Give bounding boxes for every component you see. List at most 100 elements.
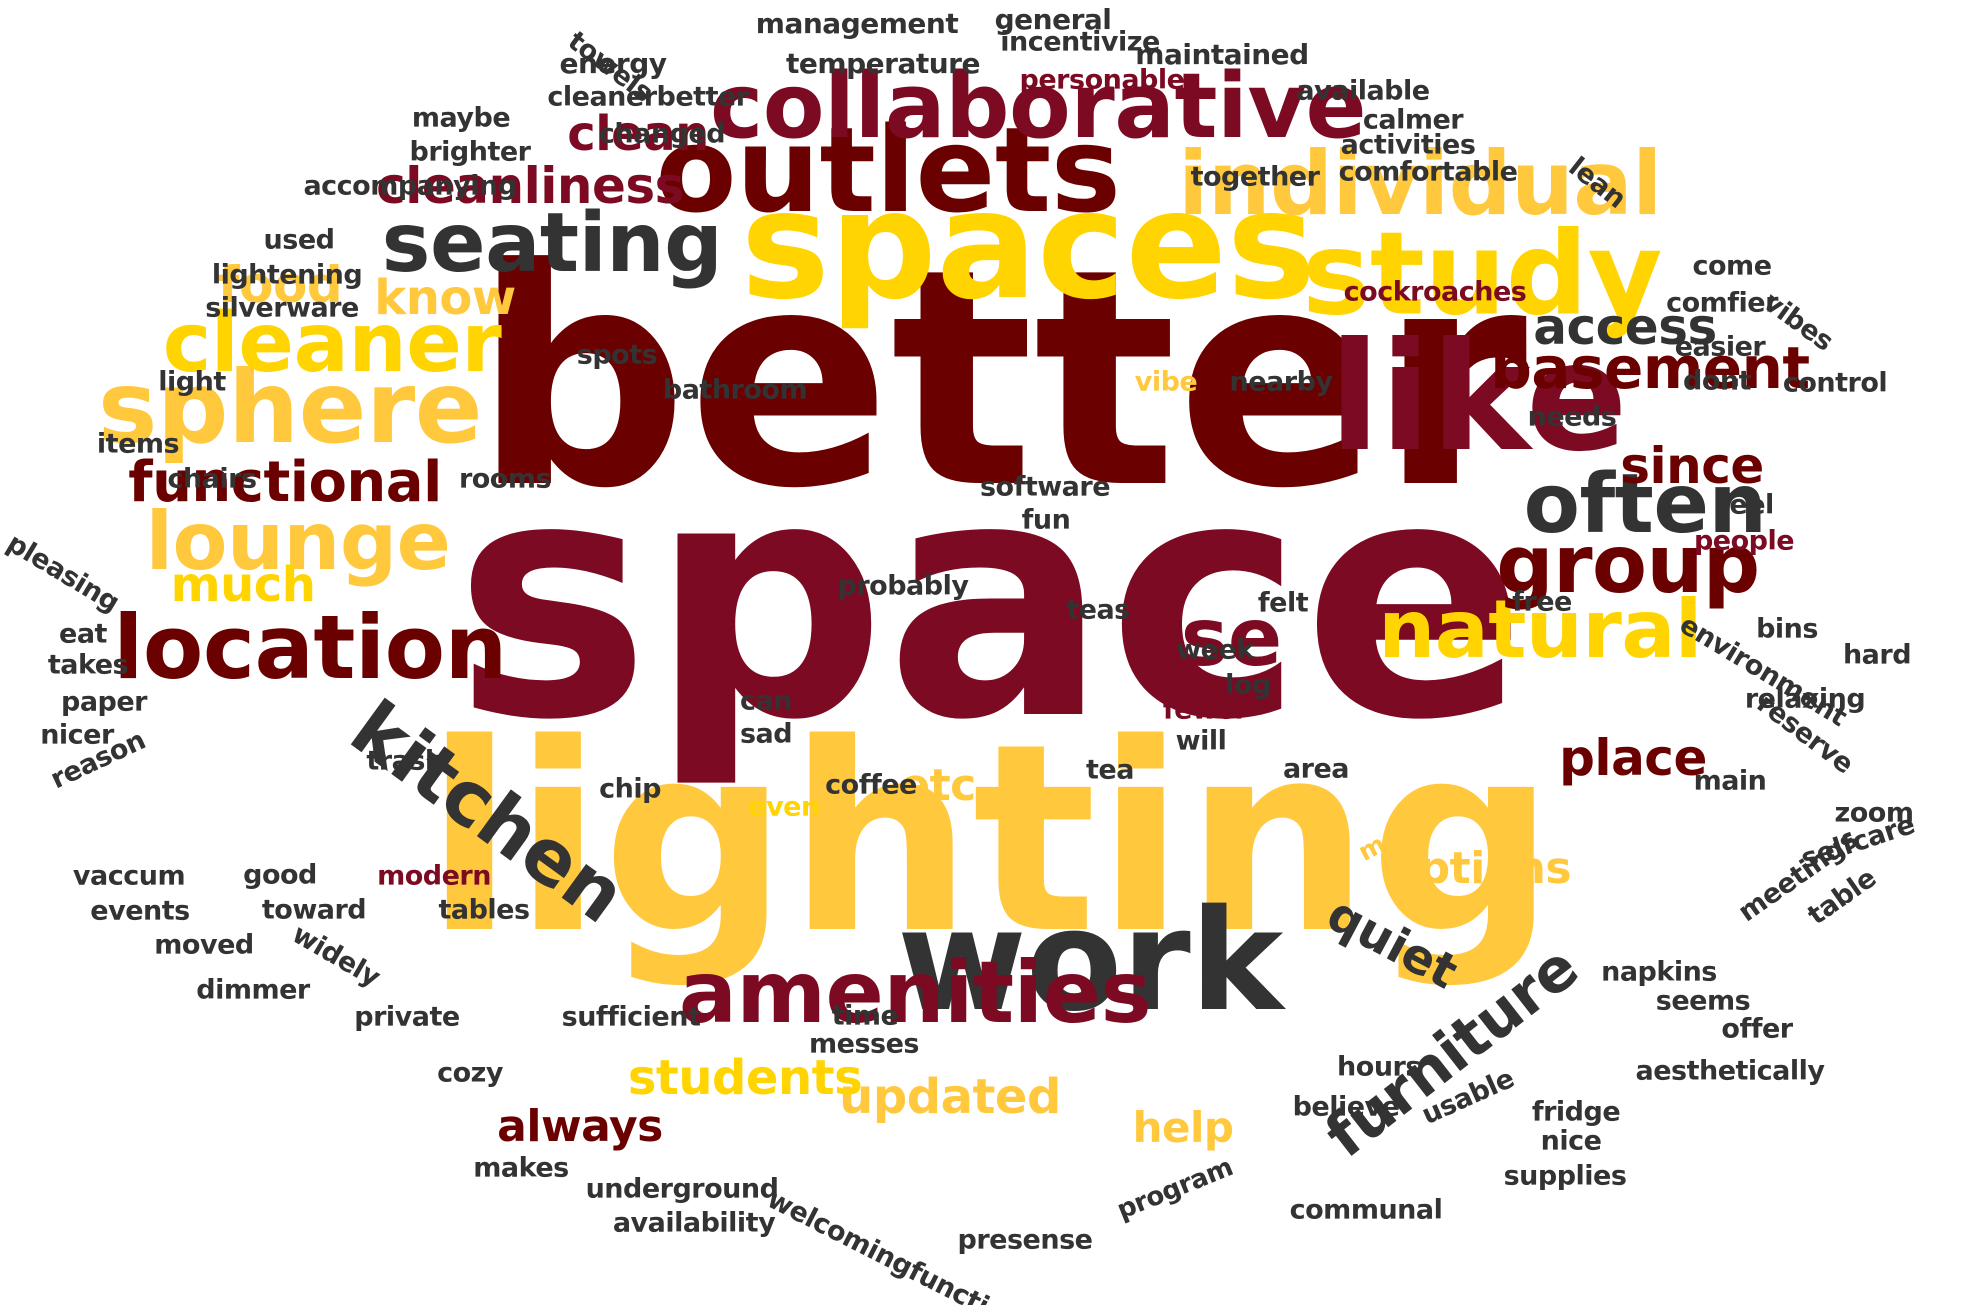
- word-paper: paper: [60, 686, 148, 718]
- word-options: options: [1388, 843, 1572, 894]
- word-control: control: [1782, 367, 1888, 399]
- word-vibe: vibe: [1134, 366, 1198, 398]
- word-trash: trash: [366, 745, 444, 777]
- word-changed: changed: [598, 118, 726, 150]
- word-maybe: maybe: [411, 102, 511, 134]
- word-cleanerbetter: cleanerbetter: [547, 81, 749, 113]
- word-nice: nice: [1540, 1125, 1602, 1157]
- word-management: management: [755, 7, 959, 40]
- word-relaxing: relaxing: [1744, 683, 1866, 715]
- word-fun: fun: [1021, 504, 1071, 536]
- word-nicer: nicer: [40, 719, 114, 751]
- word-group: group: [1496, 518, 1760, 611]
- word-zoom: zoom: [1834, 797, 1914, 829]
- word-presense: presense: [957, 1224, 1093, 1256]
- word-know: know: [374, 270, 516, 326]
- word-space: space: [453, 408, 1527, 792]
- word-nearby: nearby: [1229, 366, 1334, 398]
- word-place: place: [1559, 729, 1707, 787]
- word-easier: easier: [1674, 331, 1766, 363]
- word-availability: availability: [612, 1207, 776, 1239]
- word-modern: modern: [377, 860, 491, 892]
- word-people: people: [1693, 525, 1795, 557]
- word-lighting: lighting: [424, 689, 1556, 991]
- word-fridge: fridge: [1531, 1096, 1621, 1128]
- word-used: used: [263, 224, 335, 256]
- word-activities: activities: [1340, 129, 1476, 161]
- word-cleanliness: cleanliness: [376, 157, 684, 215]
- word-cant: cant: [1030, 782, 1090, 812]
- word-messes: messes: [809, 1028, 919, 1060]
- word-functional: functional: [128, 450, 442, 515]
- word-even: even: [748, 791, 820, 823]
- word-always: always: [497, 1101, 663, 1152]
- word-vaccum: vaccum: [72, 860, 186, 892]
- word-hours: hours: [1337, 1051, 1421, 1083]
- word-comfier: comfier: [1666, 287, 1778, 319]
- word-rooms: rooms: [458, 463, 552, 495]
- word-etc: etc: [900, 760, 976, 811]
- word-pleasing: pleasing: [1, 527, 125, 619]
- word-private: private: [354, 1001, 460, 1033]
- word-supplies: supplies: [1503, 1160, 1627, 1192]
- word-students: students: [627, 1050, 863, 1106]
- word-feel: feel: [1718, 489, 1774, 521]
- word-study: study: [1301, 207, 1663, 342]
- word-offer: offer: [1721, 1013, 1793, 1045]
- word-teas: teas: [1066, 594, 1130, 626]
- word-events: events: [90, 895, 190, 927]
- word-personable: personable: [1019, 64, 1185, 96]
- word-food: food: [217, 256, 343, 314]
- word-amenities: amenities: [678, 943, 1152, 1043]
- word-time: time: [831, 1000, 899, 1032]
- word-dimmer: dimmer: [196, 974, 310, 1006]
- word-underground: underground: [585, 1173, 779, 1205]
- word-calmer: calmer: [1362, 104, 1464, 136]
- word-hard: hard: [1842, 639, 1912, 671]
- word-spaces: spaces: [740, 159, 1316, 333]
- word-updated: updated: [839, 1069, 1061, 1125]
- word-use: use: [1124, 591, 1282, 684]
- word-bins: bins: [1756, 613, 1818, 645]
- word-will: will: [1175, 725, 1227, 757]
- word-light: light: [158, 366, 226, 398]
- word-cozy: cozy: [437, 1057, 503, 1089]
- word-energy: energy: [559, 47, 667, 80]
- word-temperature: temperature: [786, 47, 980, 80]
- word-needs: needs: [1527, 401, 1617, 433]
- word-available: available: [1296, 75, 1430, 107]
- word-eat: eat: [59, 618, 107, 650]
- word-believe: believe: [1292, 1091, 1400, 1123]
- word-bathroom: bathroom: [662, 374, 808, 406]
- word-help: help: [1132, 1103, 1234, 1152]
- word-fewer: fewer: [1162, 694, 1248, 726]
- word-tea: tea: [1086, 754, 1134, 786]
- word-program: program: [1112, 1152, 1238, 1226]
- word-probably: probably: [837, 570, 969, 602]
- word-felt: felt: [1257, 587, 1309, 619]
- word-comfortable: comfortable: [1338, 156, 1518, 188]
- word-moved: moved: [154, 929, 254, 961]
- word-natural: natural: [1378, 583, 1702, 676]
- word-silverware: silverware: [205, 292, 359, 324]
- word-work: work: [897, 880, 1283, 1043]
- word-general: general: [994, 3, 1112, 36]
- word-takes: takes: [47, 649, 129, 681]
- word-good: good: [243, 859, 317, 891]
- word-napkins: napkins: [1601, 956, 1717, 988]
- word-come: come: [1692, 250, 1773, 282]
- word-lounge: lounge: [145, 495, 451, 588]
- word-accompanying: accompanying: [303, 170, 517, 202]
- word-collaborative: collaborative: [709, 54, 1367, 159]
- word-access: access: [1533, 298, 1717, 356]
- word-free: free: [1512, 586, 1572, 618]
- word-sad: sad: [739, 718, 793, 750]
- word-incentivize: incentivize: [1000, 26, 1160, 58]
- word-can: can: [740, 685, 792, 717]
- word-lightening: lightening: [211, 259, 363, 291]
- word-individual: individual: [1178, 132, 1662, 235]
- word-aesthetically: aesthetically: [1635, 1055, 1825, 1087]
- word-log: log: [1225, 669, 1271, 701]
- word-communal: communal: [1289, 1194, 1443, 1226]
- word-spots: spots: [576, 339, 658, 371]
